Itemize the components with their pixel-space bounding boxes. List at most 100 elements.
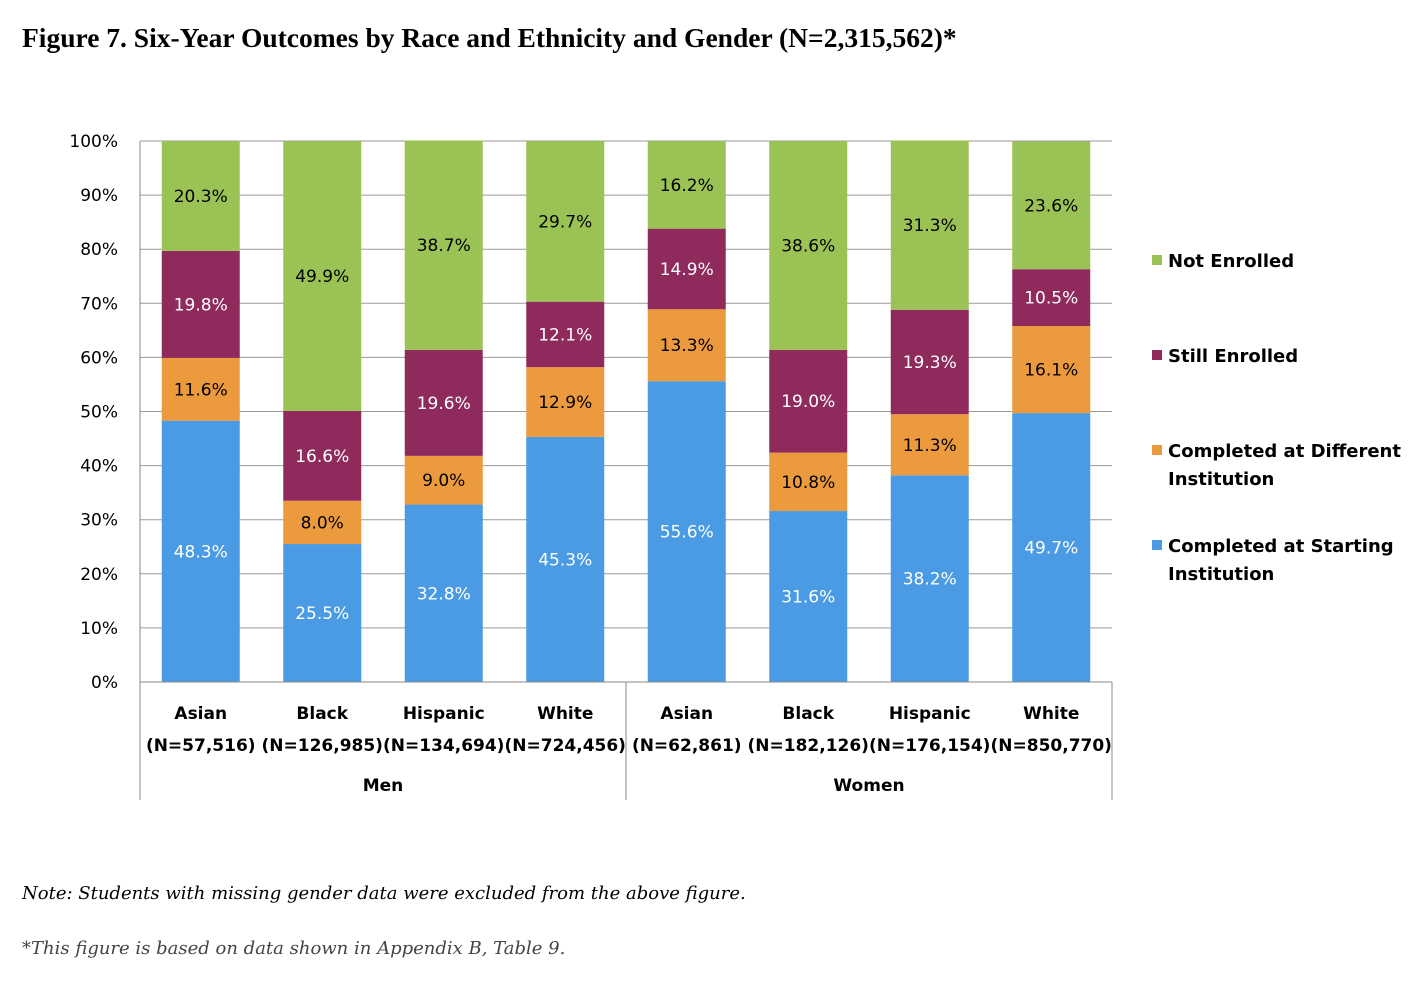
data-label: 11.3%	[903, 436, 957, 456]
data-label: 38.2%	[903, 570, 957, 590]
x-category-label: White	[537, 704, 593, 724]
bar-segment	[161, 357, 240, 421]
data-label: 19.8%	[174, 295, 228, 315]
bar-segment	[890, 140, 969, 310]
data-label: 31.6%	[781, 588, 835, 608]
source-note: *This figure is based on data shown in A…	[22, 938, 566, 959]
data-label: 11.6%	[174, 380, 228, 400]
x-category-label: Black	[296, 704, 348, 724]
legend-label: Completed at Different	[1168, 441, 1401, 462]
y-tick-label: 20%	[80, 565, 118, 585]
y-tick-label: 100%	[69, 132, 118, 152]
data-label: 45.3%	[538, 550, 592, 570]
bar-segment	[161, 250, 240, 358]
x-category-label: Asian	[660, 704, 713, 724]
x-category-n: (N=182,126)	[748, 736, 869, 756]
axes: 0% 10% 20% 30% 40% 50% 60% 70% 80% 90% 100% Asian (N…	[69, 132, 1113, 800]
x-category-n: (N=62,861)	[632, 736, 742, 756]
data-label: 10.8%	[781, 473, 835, 493]
bar-segment	[404, 349, 483, 456]
bar-segment	[647, 141, 726, 229]
bar-segment	[1012, 141, 1091, 270]
legend-swatch	[1152, 445, 1162, 455]
figure-note: Note: Students with missing gender data …	[22, 883, 746, 904]
legend: Not Enrolled Still Enrolled Completed at D…	[1152, 251, 1401, 585]
data-label: 19.6%	[417, 394, 471, 414]
x-category-label: Hispanic	[403, 704, 485, 724]
data-label: 49.7%	[1024, 539, 1078, 559]
figure-title: Figure 7. Six-Year Outcomes by Race and …	[22, 22, 957, 53]
bar-segment	[769, 452, 848, 512]
bar-segment	[526, 436, 605, 682]
data-label: 49.9%	[295, 267, 349, 287]
x-group-label: Women	[833, 776, 904, 796]
x-category-label: Black	[782, 704, 834, 724]
bar-segment	[161, 420, 240, 682]
data-label: 8.0%	[301, 513, 344, 533]
bar-segment	[647, 309, 726, 382]
data-label: 14.9%	[660, 260, 714, 280]
bar-segment	[526, 367, 605, 437]
data-label: 55.6%	[660, 523, 714, 543]
bar-segment	[769, 511, 848, 682]
bar-segment	[283, 544, 362, 682]
data-label: 16.1%	[1024, 361, 1078, 381]
bar-segment	[404, 140, 483, 350]
legend-label: Completed at Starting	[1168, 536, 1394, 557]
bar-segment	[404, 504, 483, 682]
legend-label: Still Enrolled	[1168, 346, 1298, 367]
y-tick-label: 10%	[80, 619, 118, 639]
bar-segment	[1012, 269, 1091, 327]
bar-segment	[283, 141, 362, 411]
data-label: 12.1%	[538, 325, 592, 345]
bar-segment	[890, 475, 969, 682]
data-label: 38.6%	[781, 236, 835, 256]
x-category-n: (N=126,985)	[262, 736, 383, 756]
x-category-label: Hispanic	[889, 704, 971, 724]
legend-label: Institution	[1168, 469, 1274, 490]
x-category-n: (N=724,456)	[505, 736, 626, 756]
data-label: 48.3%	[174, 542, 228, 562]
x-category-n: (N=850,770)	[991, 736, 1112, 756]
x-category-n: (N=134,694)	[383, 736, 504, 756]
data-label: 12.9%	[538, 393, 592, 413]
bar-segment	[890, 414, 969, 476]
bar-segment	[161, 141, 240, 251]
y-tick-label: 70%	[80, 294, 118, 314]
data-label: 13.3%	[660, 336, 714, 356]
data-label: 16.6%	[295, 447, 349, 467]
bar-segment	[647, 381, 726, 682]
data-label: 19.0%	[781, 392, 835, 412]
legend-label: Not Enrolled	[1168, 251, 1294, 272]
x-category-label: Asian	[174, 704, 227, 724]
y-tick-label: 30%	[80, 511, 118, 531]
data-label: 31.3%	[903, 216, 957, 236]
data-label: 9.0%	[422, 471, 465, 491]
bar-segment	[769, 141, 848, 350]
y-tick-label: 90%	[80, 186, 118, 206]
x-category-n: (N=57,516)	[146, 736, 256, 756]
bar-segment	[404, 455, 483, 505]
data-label: 38.7%	[417, 236, 471, 256]
y-tick-label: 60%	[80, 348, 118, 368]
data-label: 23.6%	[1024, 196, 1078, 216]
data-label: 16.2%	[660, 176, 714, 196]
y-tick-label: 50%	[80, 403, 118, 423]
legend-label: Institution	[1168, 564, 1274, 585]
data-label: 20.3%	[174, 187, 228, 207]
bar-segment	[526, 141, 605, 302]
x-group-label: Men	[363, 776, 404, 796]
y-tick-label: 80%	[80, 240, 118, 260]
legend-swatch	[1152, 255, 1162, 265]
y-tick-label: 0%	[91, 673, 118, 693]
x-category-n: (N=176,154)	[869, 736, 990, 756]
bar-segment	[283, 410, 362, 501]
bar-segment	[769, 349, 848, 453]
legend-swatch	[1152, 540, 1162, 550]
bar-segment	[1012, 413, 1091, 682]
data-label: 25.5%	[295, 604, 349, 624]
bar-segment	[283, 500, 362, 545]
bar-segment	[526, 301, 605, 368]
data-label: 32.8%	[417, 584, 471, 604]
